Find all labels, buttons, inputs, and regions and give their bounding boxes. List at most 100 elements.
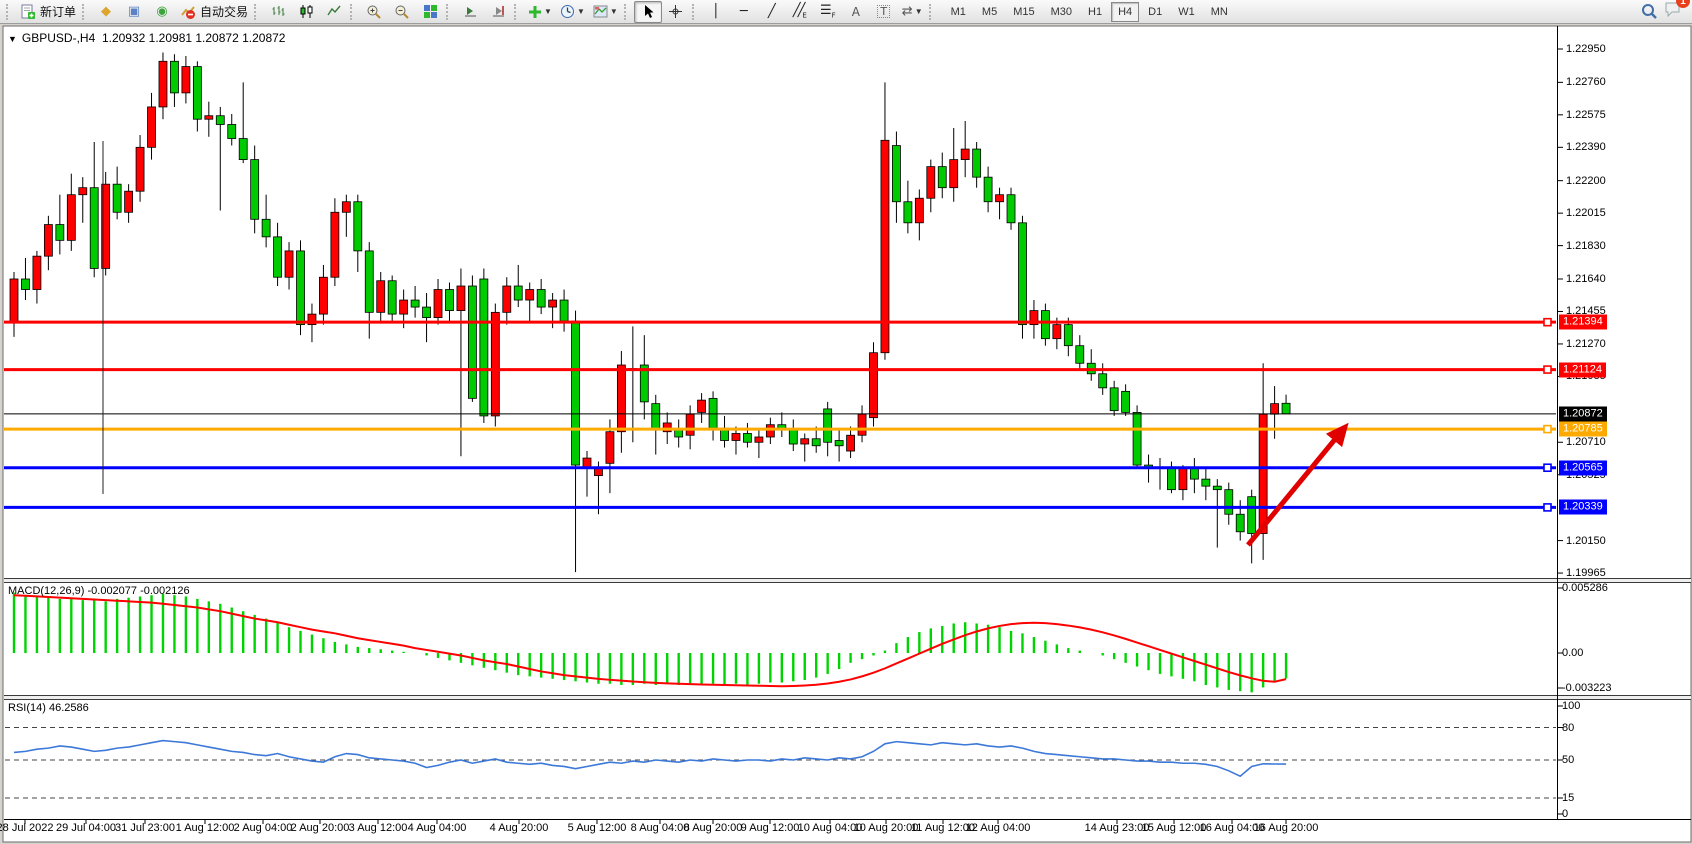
signals-button[interactable]: ◉: [148, 1, 176, 23]
toolbar-grip[interactable]: [350, 3, 356, 20]
candle-body[interactable]: [949, 159, 959, 189]
candle-body[interactable]: [364, 250, 374, 313]
candle-body[interactable]: [548, 299, 558, 308]
candle-body[interactable]: [433, 289, 443, 319]
toolbar-grip[interactable]: [928, 3, 935, 20]
fibonacci-button[interactable]: ☰F: [814, 1, 842, 23]
candle-body[interactable]: [192, 66, 202, 120]
candle-body[interactable]: [743, 433, 752, 443]
candle-body[interactable]: [1247, 496, 1257, 534]
candle-body[interactable]: [869, 352, 878, 419]
candle-body[interactable]: [937, 166, 947, 189]
candle-body[interactable]: [479, 278, 489, 417]
candle-body[interactable]: [445, 289, 454, 311]
candle-body[interactable]: [914, 197, 924, 224]
candle-body[interactable]: [261, 218, 271, 238]
candle-body[interactable]: [1121, 390, 1131, 413]
zoom-in-button[interactable]: [360, 1, 388, 23]
candle-body[interactable]: [387, 280, 397, 315]
candle-body[interactable]: [1041, 310, 1050, 340]
candle-body[interactable]: [536, 289, 546, 308]
toolbar-grip[interactable]: [6, 3, 12, 20]
candle-body[interactable]: [170, 60, 179, 94]
candle-body[interactable]: [376, 280, 386, 313]
pane-splitter[interactable]: [4, 578, 1691, 583]
zoom-out-button[interactable]: [388, 1, 416, 23]
candle-body[interactable]: [112, 183, 122, 213]
timeframe-button-m1[interactable]: M1: [950, 5, 966, 18]
toolbar-grip[interactable]: [446, 3, 452, 20]
candle-body[interactable]: [1212, 485, 1222, 491]
candle-body[interactable]: [571, 320, 580, 466]
toolbar-grip[interactable]: [623, 3, 630, 20]
candle-body[interactable]: [1258, 413, 1268, 534]
candle-body[interactable]: [823, 408, 833, 443]
candle-body[interactable]: [1052, 324, 1062, 340]
candle-body[interactable]: [559, 299, 569, 322]
candle-body[interactable]: [1063, 324, 1073, 347]
candle-body[interactable]: [754, 436, 764, 443]
candle-body[interactable]: [456, 285, 466, 311]
line-chart-button[interactable]: [320, 1, 348, 23]
candle-body[interactable]: [124, 190, 133, 213]
candle-body[interactable]: [490, 311, 500, 417]
candle-body[interactable]: [273, 236, 282, 278]
candle-body[interactable]: [353, 201, 363, 252]
cursor-button[interactable]: [633, 0, 662, 23]
pane-splitter[interactable]: [4, 695, 1691, 700]
candle-body[interactable]: [834, 440, 844, 447]
candle-body[interactable]: [594, 468, 603, 477]
new-order-button[interactable]: 新订单: [16, 1, 80, 23]
candle-body[interactable]: [972, 148, 982, 178]
candle-body[interactable]: [892, 145, 901, 203]
candle-body[interactable]: [903, 201, 913, 224]
candle-body[interactable]: [181, 66, 191, 94]
candle-body[interactable]: [639, 364, 649, 403]
candle-body[interactable]: [1235, 513, 1245, 533]
candle-body[interactable]: [1098, 373, 1108, 389]
candle-body[interactable]: [238, 138, 248, 161]
shift-chart-end-button[interactable]: [456, 1, 484, 23]
candle-body[interactable]: [788, 429, 798, 445]
toolbar-grip[interactable]: [514, 3, 520, 20]
timeframe-button-w1[interactable]: W1: [1178, 5, 1195, 18]
candle-body[interactable]: [960, 148, 970, 161]
candle-body[interactable]: [204, 115, 214, 120]
candle-body[interactable]: [307, 313, 317, 326]
candle-body[interactable]: [296, 250, 305, 326]
timeframe-button-h4[interactable]: H4: [1111, 1, 1140, 22]
periods-button[interactable]: ▼: [556, 1, 589, 23]
candle-body[interactable]: [422, 306, 431, 319]
candle-body[interactable]: [1189, 468, 1199, 480]
candle-body[interactable]: [708, 397, 718, 429]
hline-handle[interactable]: [1543, 424, 1552, 434]
tile-windows-button[interactable]: [416, 1, 444, 23]
crosshair-button[interactable]: [662, 1, 690, 23]
candle-body[interactable]: [1109, 387, 1119, 412]
candle-body[interactable]: [78, 187, 88, 196]
candle-body[interactable]: [135, 146, 145, 192]
chat-button[interactable]: 1: [1664, 0, 1690, 22]
candle-body[interactable]: [926, 166, 936, 199]
vertical-line-button[interactable]: │: [702, 1, 730, 23]
candle-body[interactable]: [227, 124, 237, 139]
horizontal-line-button[interactable]: ─: [730, 1, 758, 23]
timeframe-button-h1[interactable]: H1: [1088, 5, 1103, 18]
timeframe-button-mn[interactable]: MN: [1210, 5, 1228, 18]
candle-body[interactable]: [811, 438, 821, 447]
candle-body[interactable]: [846, 434, 855, 452]
chevron-down-icon[interactable]: ▼: [8, 34, 17, 44]
auto-scroll-button[interactable]: [484, 1, 512, 23]
text-button[interactable]: A: [842, 1, 870, 23]
indicators-button[interactable]: ▼: [524, 1, 556, 23]
trendline-button[interactable]: ╱: [758, 1, 786, 23]
candle-body[interactable]: [1201, 478, 1211, 487]
toolbar-grip[interactable]: [82, 3, 88, 20]
candle-body[interactable]: [1270, 403, 1279, 415]
candle-body[interactable]: [513, 285, 523, 301]
candle-body[interactable]: [55, 224, 65, 241]
candle-body[interactable]: [147, 106, 156, 148]
candle-body[interactable]: [66, 194, 76, 241]
candle-body[interactable]: [284, 250, 294, 278]
